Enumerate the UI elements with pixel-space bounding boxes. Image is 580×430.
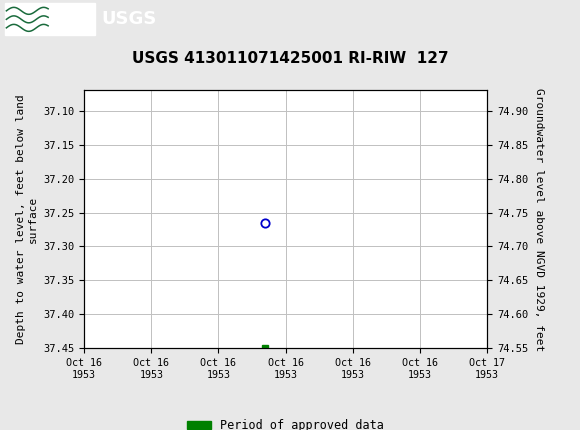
Text: USGS 413011071425001 RI-RIW  127: USGS 413011071425001 RI-RIW 127 [132, 51, 448, 65]
Bar [5, 3, 95, 35]
Legend: Period of approved data: Period of approved data [183, 414, 389, 430]
Text: USGS: USGS [102, 10, 157, 28]
Y-axis label: Groundwater level above NGVD 1929, feet: Groundwater level above NGVD 1929, feet [534, 88, 543, 351]
Y-axis label: Depth to water level, feet below land
surface: Depth to water level, feet below land su… [16, 95, 38, 344]
